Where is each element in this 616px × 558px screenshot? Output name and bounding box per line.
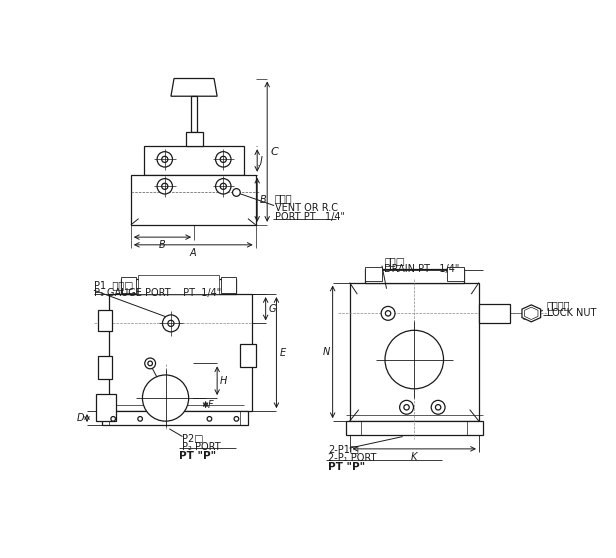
Circle shape: [216, 179, 231, 194]
Bar: [121, 278, 237, 294]
Circle shape: [157, 179, 172, 194]
Text: D: D: [76, 413, 84, 423]
Bar: [346, 421, 483, 435]
Circle shape: [168, 320, 174, 326]
Text: P2□: P2□: [182, 434, 204, 444]
Bar: [191, 96, 197, 132]
Text: C: C: [270, 147, 278, 157]
Circle shape: [207, 416, 212, 421]
Bar: [365, 267, 382, 281]
Text: A: A: [190, 248, 197, 258]
Bar: [240, 344, 256, 367]
Bar: [110, 294, 252, 411]
Bar: [96, 394, 116, 421]
Polygon shape: [171, 79, 217, 96]
Text: PT "P": PT "P": [179, 451, 216, 461]
Bar: [144, 146, 244, 175]
Text: E: E: [280, 348, 286, 358]
Circle shape: [162, 183, 168, 189]
Text: LOCK NUT: LOCK NUT: [547, 309, 596, 319]
Circle shape: [221, 183, 227, 189]
Text: B: B: [259, 195, 266, 205]
Bar: [131, 175, 256, 225]
Bar: [102, 411, 248, 425]
Text: J: J: [259, 156, 262, 166]
Text: P₂ PORT: P₂ PORT: [182, 441, 221, 451]
Circle shape: [163, 315, 179, 332]
Circle shape: [400, 401, 413, 414]
Text: G: G: [269, 304, 276, 314]
Bar: [350, 282, 479, 421]
Circle shape: [385, 330, 444, 389]
Text: VENT OR R.C: VENT OR R.C: [275, 203, 338, 213]
Text: 固定螺帽: 固定螺帽: [547, 301, 570, 311]
Bar: [98, 310, 111, 331]
Text: DRAIN PT   1/4": DRAIN PT 1/4": [384, 264, 460, 274]
Text: 洩流□: 洩流□: [384, 256, 405, 266]
Text: F: F: [208, 400, 214, 410]
Text: P1  測壓□: P1 測壓□: [94, 280, 133, 290]
Text: H: H: [219, 376, 227, 386]
Circle shape: [157, 152, 172, 167]
Bar: [185, 132, 203, 146]
Circle shape: [381, 306, 395, 320]
Circle shape: [145, 358, 156, 369]
Circle shape: [431, 401, 445, 414]
Circle shape: [436, 405, 441, 410]
Text: N: N: [322, 347, 330, 357]
Text: B: B: [159, 240, 166, 250]
Circle shape: [221, 156, 227, 162]
Polygon shape: [522, 305, 541, 322]
Circle shape: [148, 361, 153, 365]
Circle shape: [142, 375, 188, 421]
Text: PT "P": PT "P": [328, 463, 365, 473]
Bar: [221, 277, 237, 292]
Bar: [447, 267, 464, 281]
Bar: [138, 275, 219, 294]
Circle shape: [162, 156, 168, 162]
Circle shape: [138, 416, 142, 421]
Circle shape: [216, 152, 231, 167]
Bar: [121, 277, 136, 292]
Text: K: K: [411, 452, 418, 462]
Text: 2-P₁ PORT: 2-P₁ PORT: [328, 453, 376, 463]
Circle shape: [111, 416, 116, 421]
Circle shape: [386, 311, 391, 316]
Text: 2-P1□: 2-P1□: [328, 445, 359, 455]
Circle shape: [233, 189, 240, 196]
Text: 遙控孔: 遙控孔: [275, 193, 293, 203]
Polygon shape: [525, 307, 538, 320]
Bar: [365, 269, 464, 282]
Circle shape: [404, 405, 409, 410]
Bar: [479, 304, 510, 323]
Bar: [98, 355, 111, 379]
Circle shape: [234, 416, 239, 421]
Text: PORT PT   1/4": PORT PT 1/4": [275, 212, 345, 222]
Text: P₁ GAUGE PORT    PT  1/4": P₁ GAUGE PORT PT 1/4": [94, 287, 221, 297]
